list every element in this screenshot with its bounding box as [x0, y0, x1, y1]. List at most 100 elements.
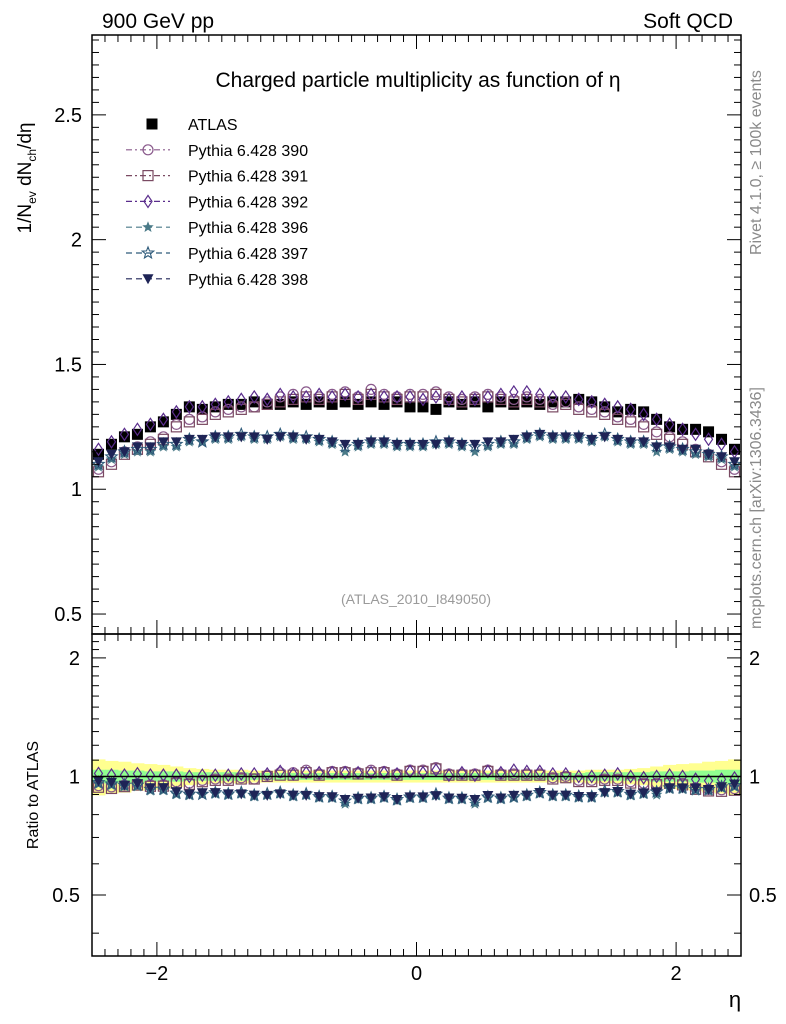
plot-title: Charged particle multiplicity as functio…: [215, 69, 620, 92]
ratio-point: [248, 790, 260, 801]
main-point: [92, 457, 104, 468]
ratio-y-tick-label-right: 2: [749, 648, 760, 670]
main-point: [651, 428, 663, 440]
ratio-point: [274, 769, 286, 781]
main-point: [105, 438, 117, 450]
main-point: [443, 437, 455, 448]
legend-marker: [142, 170, 154, 182]
main-point: [444, 392, 454, 407]
y-tick-label: 1.5: [54, 354, 82, 376]
main-point: [560, 398, 572, 410]
header-left: 900 GeV pp: [102, 10, 214, 33]
main-point: [378, 437, 390, 448]
ratio-point: [313, 792, 325, 803]
main-point: [391, 393, 403, 405]
ratio-point: [599, 768, 610, 783]
main-point: [288, 389, 298, 404]
main-point: [404, 401, 416, 413]
ratio-point: [378, 792, 390, 803]
main-point: [690, 427, 701, 442]
ratio-point: [729, 779, 741, 790]
ratio-point: [574, 769, 584, 784]
ratio-point: [235, 789, 247, 800]
main-point: [677, 422, 688, 437]
ratio-point: [379, 765, 389, 780]
ratio-point: [625, 769, 636, 784]
ratio-point: [677, 783, 689, 794]
main-point: [703, 449, 715, 460]
main-point: [521, 393, 533, 405]
ratio-point: [443, 793, 455, 804]
ratio-point: [560, 772, 572, 784]
main-point: [522, 384, 532, 399]
ratio-point: [470, 768, 480, 783]
ratio-point: [301, 765, 311, 780]
main-point: [521, 432, 533, 443]
main-point: [326, 437, 338, 448]
main-point: [587, 394, 597, 409]
ratio-point: [417, 792, 429, 803]
ratio-point: [236, 766, 246, 781]
ratio-point: [314, 765, 324, 780]
main-point: [119, 427, 130, 442]
ratio-point: [534, 787, 546, 798]
x-tick-label: −2: [145, 963, 168, 985]
main-point: [535, 387, 545, 402]
legend-label: ATLAS: [188, 117, 238, 134]
main-point: [508, 434, 520, 445]
main-point: [456, 396, 468, 408]
main-point: [196, 413, 208, 425]
main-point: [145, 417, 156, 432]
header-right: Soft QCD: [643, 10, 733, 33]
ratio-point: [392, 766, 402, 782]
main-point: [183, 413, 195, 425]
main-point: [157, 416, 169, 428]
main-point: [405, 389, 415, 404]
main-point: [495, 437, 507, 448]
ratio-point: [197, 768, 208, 783]
main-point: [353, 389, 363, 404]
main-point: [236, 392, 246, 407]
main-point: [132, 422, 143, 437]
main-point: [339, 445, 351, 457]
legend-entry: Pythia 6.428 398: [126, 272, 308, 289]
ratio-point: [391, 794, 403, 805]
ratio-point: [456, 793, 468, 804]
ratio-y-axis-label: Ratio to ATLAS: [25, 741, 42, 849]
main-point: [430, 403, 442, 415]
main-point: [638, 421, 650, 433]
main-point: [378, 398, 390, 410]
legend-entry: Pythia 6.428 396: [126, 220, 308, 237]
main-point: [470, 392, 480, 407]
ratio-point: [586, 792, 598, 803]
main-point: [392, 389, 402, 404]
main-point: [261, 398, 273, 410]
y-tick-label: 1: [71, 479, 82, 501]
ratio-point: [222, 774, 234, 786]
main-point: [703, 426, 715, 438]
ratio-point: [560, 790, 572, 801]
legend: ATLAS Pythia 6.428 390 Pythia 6.428 391 Pyt…: [126, 117, 308, 289]
ratio-point: [599, 788, 611, 799]
ratio-point: [287, 790, 299, 801]
legend-label: Pythia 6.428 398: [188, 272, 308, 289]
main-point: [417, 401, 429, 413]
main-point: [261, 434, 273, 445]
main-point: [638, 437, 650, 448]
main-point: [93, 442, 104, 457]
main-point: [574, 392, 584, 407]
main-point: [274, 396, 286, 408]
ratio-point: [170, 787, 182, 798]
ratio-point: [223, 768, 234, 783]
main-point: [664, 442, 676, 453]
ratio-point: [366, 765, 376, 780]
ratio-point: [171, 768, 182, 783]
ratio-point: [496, 765, 506, 780]
x-axis-label: η: [729, 987, 741, 1012]
main-point: [391, 439, 403, 450]
x-tick-label: 2: [671, 963, 682, 985]
ratio-point: [508, 769, 520, 781]
main-point: [690, 444, 702, 455]
main-point: [586, 396, 598, 408]
